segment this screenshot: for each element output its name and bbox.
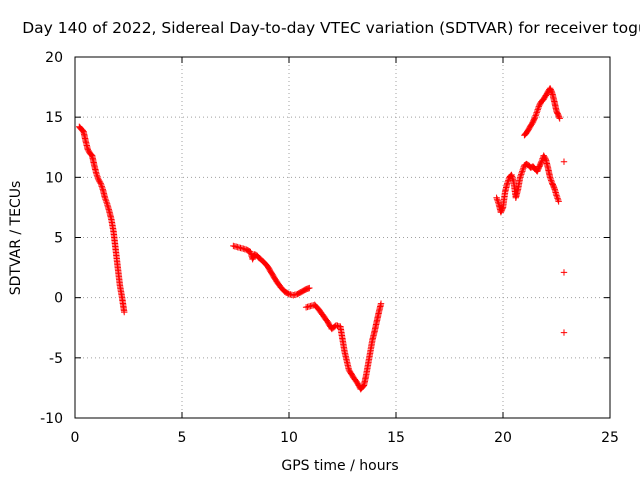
- outlier-point: [560, 158, 568, 165]
- data-point: [306, 284, 313, 292]
- outlier-point: [560, 269, 568, 276]
- data-point: [93, 172, 101, 179]
- grid: [75, 57, 610, 418]
- y-tick-label: -10: [40, 411, 63, 427]
- data-point: [535, 103, 543, 110]
- data-point: [531, 113, 539, 121]
- data-point: [534, 106, 541, 113]
- x-tick-label: 5: [178, 430, 187, 446]
- data-point: [554, 195, 561, 202]
- data-point: [532, 110, 540, 118]
- x-tick-label: 10: [280, 430, 298, 446]
- data-point: [518, 169, 525, 177]
- data-point: [516, 174, 524, 181]
- data-point: [535, 104, 542, 112]
- y-tick-label: 15: [45, 110, 63, 126]
- y-tick-label: 20: [45, 50, 63, 66]
- chart-title: Day 140 of 2022, Sidereal Day-to-day VTE…: [22, 19, 640, 37]
- x-tick-label: 20: [494, 430, 512, 446]
- data-point: [533, 109, 540, 116]
- data-point: [534, 107, 541, 115]
- data-point: [517, 171, 525, 178]
- x-axis-label: GPS time / hours: [281, 458, 398, 474]
- data-point: [517, 172, 524, 180]
- axis-ticks: 0 5 10 15 20 25 -10 -5 0 5 10 15 20: [40, 50, 619, 446]
- data-point: [99, 184, 106, 192]
- data-point: [504, 180, 511, 187]
- y-tick-label: 10: [45, 170, 63, 186]
- data-point: [494, 197, 501, 204]
- data-point: [553, 192, 560, 199]
- data-point: [504, 178, 512, 186]
- data-point: [102, 197, 110, 204]
- data-point: [103, 199, 110, 206]
- data-point: [550, 183, 558, 191]
- data-point: [555, 113, 563, 121]
- data-point: [519, 168, 526, 175]
- data-point: [96, 178, 104, 186]
- data-points: [76, 85, 568, 393]
- outlier-point: [560, 329, 568, 336]
- data-point: [493, 196, 501, 203]
- data-point: [555, 198, 562, 205]
- data-point: [537, 159, 545, 167]
- data-point: [93, 170, 100, 177]
- data-point: [556, 115, 563, 122]
- data-point: [499, 205, 506, 212]
- data-point: [547, 175, 554, 183]
- data-point: [532, 112, 539, 119]
- data-point: [547, 177, 555, 184]
- data-point: [554, 196, 562, 204]
- data-point: [101, 194, 109, 201]
- x-tick-label: 0: [71, 430, 80, 446]
- data-point: [94, 173, 101, 180]
- y-tick-label: 0: [54, 291, 63, 307]
- data-point: [121, 308, 128, 316]
- y-tick-label: -5: [49, 351, 63, 367]
- data-point: [494, 199, 502, 206]
- data-point: [377, 300, 385, 307]
- data-point: [546, 174, 554, 181]
- x-tick-label: 15: [387, 430, 405, 446]
- y-axis-label: SDTVAR / TECUs: [8, 181, 24, 296]
- y-tick-label: 5: [54, 231, 63, 247]
- data-point: [98, 183, 105, 190]
- data-point: [98, 181, 105, 189]
- plot-frame: [74, 56, 611, 419]
- data-point: [548, 178, 555, 186]
- x-tick-label: 25: [601, 430, 619, 446]
- data-point: [97, 180, 104, 187]
- data-point: [520, 165, 527, 172]
- data-point: [519, 166, 526, 174]
- data-point: [531, 115, 538, 122]
- data-point: [102, 196, 109, 203]
- data-point: [94, 175, 102, 182]
- data-point: [553, 193, 561, 201]
- data-point: [493, 194, 500, 201]
